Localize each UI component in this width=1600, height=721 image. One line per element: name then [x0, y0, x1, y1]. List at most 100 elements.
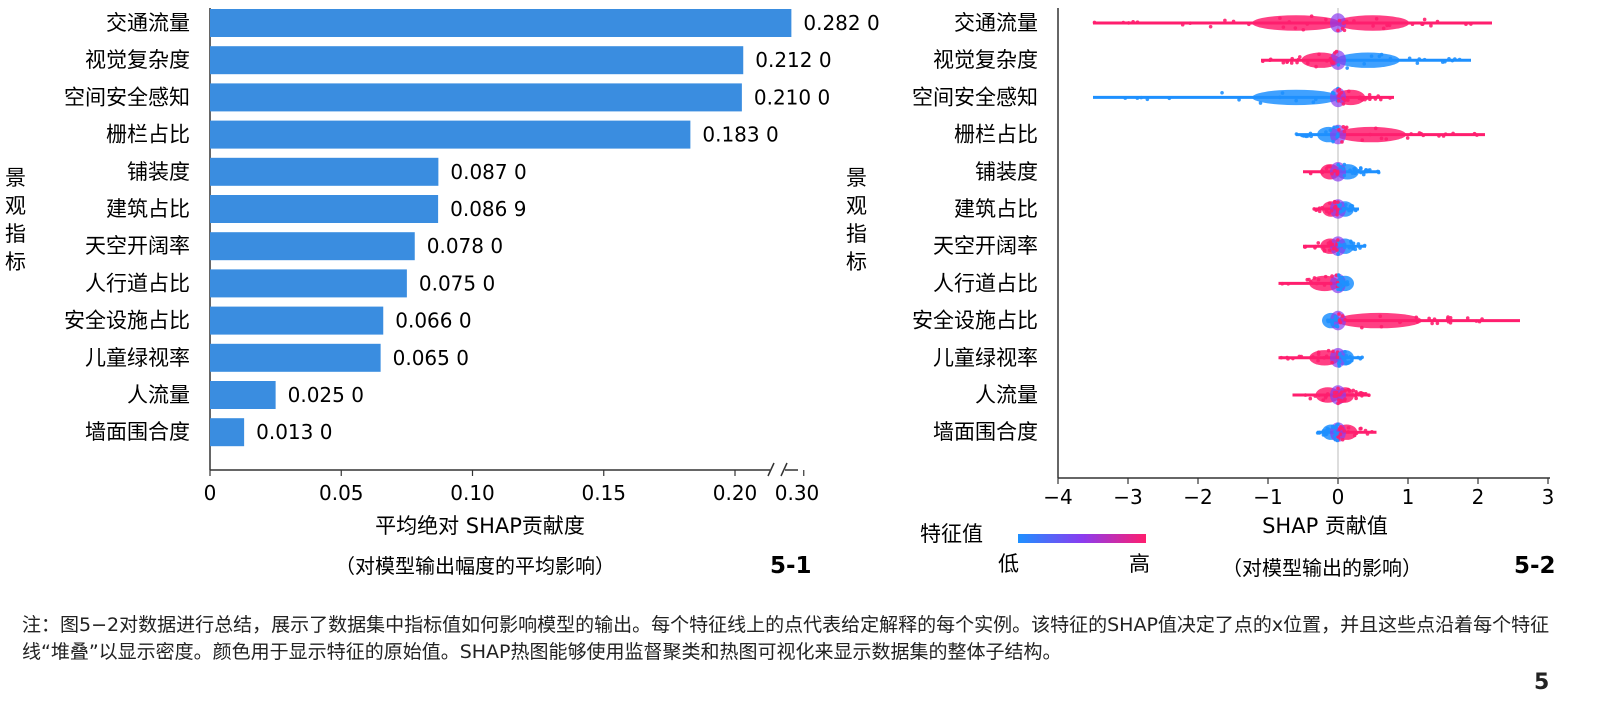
swarm-dot — [1322, 355, 1327, 360]
swarm-dot — [1326, 164, 1330, 169]
y-tick-label: 建筑占比 — [106, 197, 190, 221]
y-tick-label: 安全设施占比 — [64, 309, 190, 333]
swarm-dot — [1352, 19, 1356, 23]
colorbar-high-label: 高 — [1129, 552, 1150, 576]
swarm-dot — [1294, 98, 1298, 103]
swarm-dot — [1364, 168, 1368, 172]
swarm-dot — [1334, 204, 1338, 209]
data-label: 0.183 0 — [702, 123, 778, 147]
swarm-dot — [1342, 28, 1347, 33]
bar — [210, 195, 439, 223]
x-tick-label: 0 — [204, 481, 217, 505]
swarm-dot — [1356, 242, 1361, 246]
y-tick-label: 栅栏占比 — [954, 123, 1038, 147]
swarm-dot — [1335, 248, 1339, 252]
swarm-dot — [1415, 61, 1420, 65]
x-tick-label: 3 — [1542, 485, 1555, 509]
swarm-dot — [1420, 22, 1425, 26]
swarm-dot — [1335, 355, 1340, 359]
swarm-dot — [1344, 202, 1348, 207]
swarm-dot — [1351, 388, 1356, 393]
y-tick-label: 安全设施占比 — [912, 309, 1038, 333]
x-tick-label: −3 — [1113, 485, 1142, 509]
swarm-dot — [1331, 349, 1335, 354]
y-tick-label: 墙面围合度 — [85, 420, 190, 444]
swarm-dot — [1220, 90, 1224, 95]
swarm-dot — [1336, 401, 1340, 406]
swarm-dot — [1334, 49, 1339, 54]
swarm-dot — [1368, 97, 1372, 102]
swarm-dot — [1317, 52, 1321, 57]
y-tick-label: 建筑占比 — [954, 197, 1038, 221]
swarm-dot — [1278, 95, 1282, 100]
swarm-dot — [1330, 172, 1334, 176]
swarm-dot — [1325, 426, 1330, 431]
swarm-dot — [1338, 432, 1343, 437]
swarm-dot — [1313, 394, 1318, 398]
swarm-dot — [1338, 275, 1342, 280]
swarm-row — [1312, 199, 1359, 219]
swarm-dot — [1340, 354, 1344, 359]
swarm-dot — [1320, 169, 1324, 173]
swarm-dot — [1290, 56, 1294, 61]
swarm-dot — [1330, 424, 1335, 429]
swarm-dot — [1336, 252, 1340, 256]
swarm-core-negative — [1301, 52, 1341, 68]
swarm-row — [1302, 236, 1367, 256]
swarm-core-negative — [1252, 89, 1340, 106]
swarm-dot — [1360, 355, 1364, 360]
swarm-dot — [1325, 59, 1329, 63]
swarm-dot — [1324, 209, 1329, 214]
swarm-dot — [1379, 136, 1384, 141]
note-text: 注：图5−2对数据进行总结，展示了数据集中指标值如何影响模型的输出。每个特征线上… — [22, 614, 1550, 663]
swarm-dot — [1349, 208, 1354, 213]
swarm-dot — [1374, 17, 1379, 21]
swarm-dot — [1443, 59, 1447, 64]
swarm-dot — [1294, 132, 1299, 136]
swarm-dot — [1295, 60, 1299, 65]
swarm-dot — [1314, 281, 1319, 286]
swarm-dot — [1337, 312, 1341, 316]
axis-break-mark — [767, 462, 788, 477]
swarm-dot — [1280, 281, 1285, 286]
x-tick-label: 0 — [1332, 485, 1345, 509]
swarm-dot — [1278, 16, 1282, 21]
bar — [210, 83, 742, 112]
swarm-dot — [1289, 61, 1294, 65]
bar — [210, 232, 415, 261]
swarm-dot — [1308, 131, 1313, 136]
swarm-dot — [1346, 98, 1350, 102]
x-tick-label: 0.10 — [450, 481, 495, 505]
swarm-dot — [1281, 60, 1286, 65]
swarm-dot — [1360, 138, 1365, 142]
y-tick-label: 空间安全感知 — [64, 85, 190, 109]
swarm-dot — [1351, 247, 1355, 251]
swarm-dot — [1352, 433, 1357, 438]
swarm-dot — [1388, 96, 1392, 100]
swarm-dot — [1385, 23, 1389, 28]
swarm-dot — [1126, 21, 1131, 25]
swarm-dot — [1330, 322, 1335, 327]
swarm-dot — [1260, 59, 1265, 63]
swarm-dot — [1297, 354, 1302, 359]
panel-label: 5-1 — [770, 553, 812, 579]
swarm-row — [1322, 310, 1520, 331]
swarm-dot — [1427, 316, 1431, 321]
swarm-dot — [1475, 133, 1479, 137]
x-tick-label: 0.30 — [775, 481, 820, 505]
swarm-dot — [1344, 125, 1349, 130]
swarm-dot — [1346, 430, 1351, 434]
swarm-dot — [1356, 355, 1360, 360]
colorbar — [1018, 534, 1146, 543]
swarm-dot — [1312, 276, 1317, 280]
bar — [210, 418, 245, 447]
x-axis-subtitle: （对模型输出幅度的平均影响） — [335, 554, 615, 578]
swarm-dot — [1339, 90, 1344, 95]
colorbar-low-label: 低 — [998, 552, 1019, 576]
bar — [210, 157, 439, 186]
swarm-dot — [1369, 54, 1374, 58]
swarm-dot — [1336, 162, 1341, 167]
x-tick-label: −1 — [1253, 485, 1282, 509]
swarm-dot — [1345, 355, 1349, 360]
swarm-dot — [1322, 283, 1327, 287]
